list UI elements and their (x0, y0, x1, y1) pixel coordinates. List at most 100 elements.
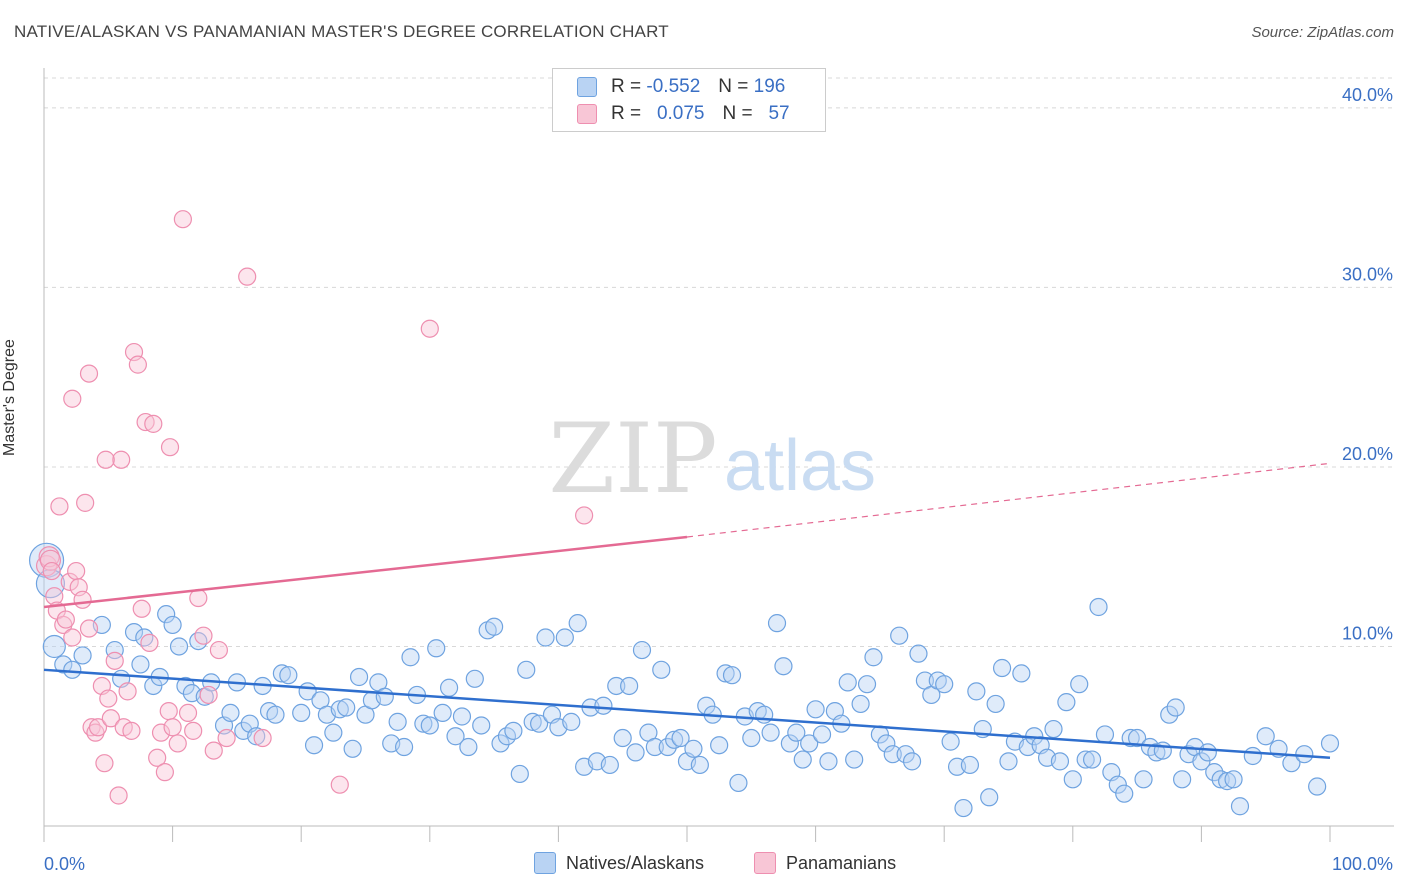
natives-point (793, 750, 812, 769)
natives-point (1044, 719, 1063, 739)
natives-point (1115, 784, 1134, 803)
natives-point (1012, 664, 1031, 683)
natives-point (1160, 705, 1179, 724)
natives-point (1121, 728, 1140, 748)
grid-lines (44, 77, 1394, 647)
natives-point (620, 676, 639, 696)
panamanians-trend-extension (686, 462, 1331, 538)
bottom-legend-swatch-blue (534, 852, 556, 874)
natives-point (1308, 777, 1327, 796)
natives-point (131, 655, 150, 674)
natives-point (1192, 752, 1211, 771)
natives-point (935, 675, 954, 694)
natives-point (536, 628, 555, 647)
watermark: ZIP atlas (548, 403, 876, 515)
natives-point (1070, 675, 1089, 694)
chart-title: NATIVE/ALASKAN VS PANAMANIAN MASTER'S DE… (14, 22, 669, 41)
natives-point (613, 728, 632, 748)
natives-point (729, 773, 748, 793)
natives-point (1076, 750, 1095, 769)
natives-point (665, 730, 684, 749)
natives-point (960, 755, 980, 775)
natives-point (812, 725, 832, 744)
natives-point (343, 739, 362, 758)
bottom-legend-label-panamanians: Panamanians (786, 852, 897, 873)
natives-point (375, 687, 394, 706)
bottom-legend-swatch-pink (754, 852, 776, 874)
natives-point (472, 716, 491, 735)
natives-point (652, 660, 671, 679)
natives-point (1127, 728, 1147, 748)
natives-point (780, 734, 799, 753)
panamanians-point (105, 651, 124, 670)
trend-lines (43, 462, 1331, 760)
watermark-zip: ZIP (548, 403, 717, 515)
natives-point (941, 732, 960, 751)
panamanians-point (155, 763, 174, 782)
bottom-legend-natives: Natives/Alaskans (534, 852, 704, 874)
legend-swatch-blue (577, 77, 597, 97)
natives-point (176, 676, 195, 696)
natives-point (272, 664, 292, 683)
natives-point (877, 734, 896, 753)
legend-n-value-2: 57 (768, 103, 790, 124)
natives-point (1134, 770, 1153, 789)
natives-point (1166, 698, 1185, 717)
legend-r-value-1: -0.552 (646, 76, 701, 97)
natives-point (324, 723, 343, 742)
natives-point (105, 640, 124, 660)
panamanians-point (95, 754, 114, 773)
natives-point (716, 664, 735, 683)
panamanians-point (96, 450, 115, 469)
legend-row-panamanians: R = 0.075 N = 57 (577, 102, 790, 126)
natives-point (1173, 770, 1192, 789)
panamanians-point (151, 723, 171, 742)
tick-labels: 10.0% 20.0% 30.0% 40.0% 0.0% 100.0% (44, 85, 1393, 874)
series-natives-points (28, 542, 1340, 818)
natives-point (658, 737, 677, 757)
natives-point (304, 736, 324, 755)
series-panamanians-points (35, 210, 594, 805)
natives-point (394, 737, 414, 757)
natives-point (349, 667, 369, 687)
panamanians-point (204, 741, 223, 760)
natives-point (671, 728, 690, 748)
watermark-atlas: atlas (724, 426, 876, 506)
panamanians-point (178, 703, 198, 723)
natives-point (742, 728, 761, 748)
natives-point (266, 705, 285, 724)
natives-point (247, 727, 266, 746)
natives-point (1211, 770, 1230, 789)
natives-point (1108, 775, 1127, 794)
panamanians-point (79, 364, 99, 383)
panamanians-point (99, 689, 118, 708)
panamanians-point (101, 709, 120, 728)
natives-point (607, 676, 626, 696)
natives-point (491, 734, 510, 753)
natives-point (221, 703, 240, 723)
natives-point (1057, 693, 1076, 712)
natives-point (568, 614, 587, 633)
panamanians-point (253, 728, 272, 748)
panamanians-point (217, 728, 236, 748)
natives-point (1320, 734, 1340, 753)
natives-point (864, 648, 883, 667)
natives-point (999, 752, 1018, 771)
natives-point (1063, 770, 1082, 789)
natives-point (517, 660, 536, 679)
natives-point (1295, 745, 1314, 764)
bottom-legend-label-natives: Natives/Alaskans (566, 852, 705, 873)
legend-n-label-2: N = (722, 103, 753, 124)
natives-point (414, 714, 433, 733)
natives-point (124, 623, 144, 642)
natives-point (690, 755, 709, 775)
natives-point (504, 721, 523, 740)
panamanians-point (173, 210, 192, 229)
natives-point (1218, 772, 1237, 791)
natives-point (337, 698, 356, 717)
panamanians-point (79, 619, 99, 638)
natives-point (1153, 741, 1172, 760)
stats-legend: R = -0.552 N = 196 R = 0.075 N = 57 (552, 68, 826, 132)
x-tick-label-max: 100.0% (1332, 854, 1393, 874)
natives-point (63, 660, 82, 679)
